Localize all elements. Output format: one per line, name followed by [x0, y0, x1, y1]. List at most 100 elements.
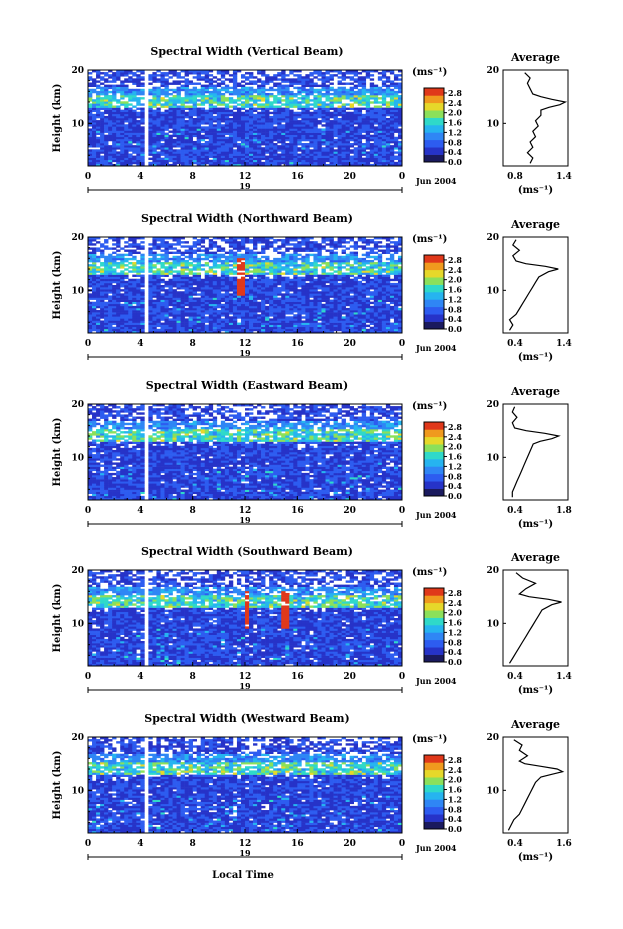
heatmap-cell [212, 76, 218, 79]
heatmap-cell [152, 266, 157, 269]
heatmap-cell [160, 305, 165, 309]
heatmap-cell [373, 105, 379, 108]
heatmap-cell [152, 251, 157, 254]
heatmap-cell [116, 136, 121, 140]
heatmap-cell [168, 278, 173, 282]
heatmap-cell [140, 268, 145, 271]
heatmap-cell [196, 289, 202, 292]
heatmap-cell [289, 103, 294, 106]
heatmap-cell [245, 149, 250, 152]
heatmap-cell [156, 257, 161, 261]
heatmap-cell [236, 115, 242, 119]
heatmap-cell [321, 107, 326, 110]
heatmap-cell [321, 80, 326, 83]
heatmap-cell [188, 153, 193, 156]
heatmap-cell [120, 322, 125, 325]
heatmap-cell [349, 118, 354, 121]
heatmap-cell [164, 245, 169, 248]
heatmap-cell [136, 259, 141, 263]
heatmap-cell [124, 136, 129, 140]
heatmap-cell [373, 155, 379, 158]
heatmap-cell [228, 276, 234, 280]
heatmap-cell [212, 262, 218, 265]
heatmap-cell [236, 136, 242, 140]
heatmap-cell [128, 72, 133, 75]
heatmap-cell [309, 107, 314, 110]
heatmap-cell [265, 140, 270, 144]
heatmap-cell [152, 253, 157, 257]
heatmap-cell [220, 318, 226, 321]
heatmap-cell [132, 109, 137, 113]
heatmap-cell [393, 109, 399, 113]
heatmap-cell [253, 272, 258, 275]
heatmap-cell [397, 111, 403, 115]
heatmap-cell [96, 314, 101, 317]
heatmap-cell [309, 78, 314, 81]
heatmap-cell [104, 287, 109, 290]
heatmap-cell [196, 88, 202, 92]
heatmap-cell [92, 266, 97, 269]
heatmap-cell [152, 299, 157, 302]
heatmap-cell [116, 318, 121, 321]
heatmap-cell [204, 109, 210, 113]
heatmap-cell [381, 95, 387, 98]
heatmap-cell [224, 330, 230, 334]
heatmap-cell [96, 105, 101, 108]
heatmap-cell [261, 86, 266, 90]
heatmap-cell [212, 155, 218, 158]
heatmap-cell [124, 157, 129, 161]
heatmap-cell [156, 247, 161, 250]
heatmap-cell [192, 143, 197, 146]
heatmap-cell [196, 118, 202, 121]
heatmap-cell [208, 266, 214, 269]
heatmap-cell [152, 314, 157, 317]
heatmap-cell [325, 155, 330, 158]
heatmap-cell [188, 134, 193, 138]
heatmap-cell [188, 151, 193, 154]
heatmap-cell [349, 161, 354, 165]
heatmap-cell [124, 134, 129, 138]
heatmap-cell [192, 140, 197, 144]
heatmap-cell [385, 109, 391, 113]
x-tick-label: 0 [85, 172, 91, 182]
heatmap-cell [148, 282, 153, 286]
heatmap-cell [228, 251, 234, 254]
heatmap-cell [176, 274, 181, 277]
heatmap-cell [236, 147, 242, 150]
heatmap-cell [188, 145, 193, 148]
heatmap-cell [184, 120, 189, 123]
heatmap-cell [397, 151, 403, 154]
heatmap-cell [116, 74, 121, 77]
heatmap-cell [116, 245, 121, 248]
heatmap-cell [397, 74, 403, 77]
heatmap-cell [164, 138, 169, 142]
heatmap-cell [265, 299, 270, 302]
heatmap-cell [184, 111, 189, 115]
heatmap-cell [172, 120, 177, 123]
heatmap-cell [269, 291, 274, 294]
heatmap-cell [112, 251, 117, 254]
heatmap-cell [297, 82, 302, 85]
heatmap-cell [240, 247, 246, 250]
heatmap-cell [249, 155, 254, 158]
heatmap-cell [240, 105, 246, 108]
heatmap-cell [337, 107, 342, 110]
heatmap-cell [160, 239, 165, 242]
heatmap-cell [184, 99, 189, 102]
heatmap-cell [397, 88, 403, 92]
heatmap-cell [289, 151, 294, 154]
heatmap-cell [389, 115, 395, 119]
heatmap-cell [196, 322, 202, 325]
heatmap-cell [148, 247, 153, 250]
heatmap-cell [277, 105, 282, 108]
heatmap-cell [204, 72, 210, 75]
heatmap-cell [216, 255, 222, 259]
heatmap-cell [385, 140, 391, 144]
heatmap-cell [96, 109, 101, 113]
heatmap-cell [236, 328, 242, 332]
heatmap-cell [92, 115, 97, 119]
heatmap-cell [309, 145, 314, 148]
heatmap-cell [136, 274, 141, 277]
heatmap-cell [208, 253, 214, 257]
heatmap-cell [164, 153, 169, 156]
